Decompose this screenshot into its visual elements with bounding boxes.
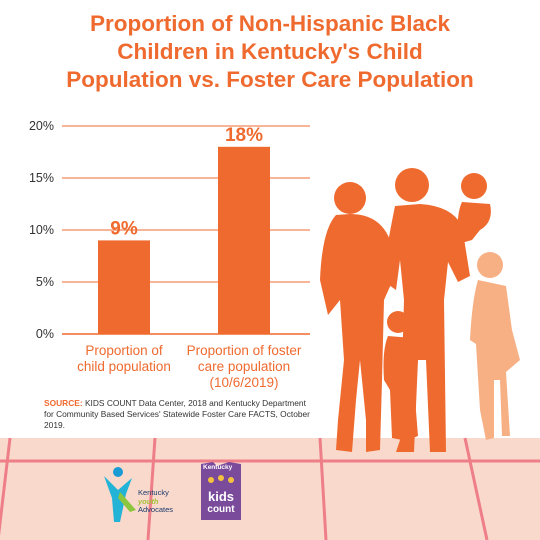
x-category-label: Proportion of bbox=[85, 343, 163, 358]
kc-state-text: Kentucky bbox=[203, 464, 233, 471]
x-category-label: care population bbox=[198, 359, 290, 374]
bar bbox=[218, 146, 270, 334]
kc-kids-text: kids bbox=[207, 489, 234, 504]
title-line-2: Children in Kentucky's Child bbox=[117, 39, 423, 64]
source-note: SOURCE: KIDS COUNT Data Center, 2018 and… bbox=[44, 398, 314, 431]
y-tick-label: 10% bbox=[29, 223, 54, 237]
kya-line-1: Kentucky bbox=[138, 488, 169, 497]
title-line-1: Proportion of Non-Hispanic Black bbox=[89, 11, 451, 36]
kentucky-kids-count-logo: Kentucky kids count bbox=[199, 460, 243, 524]
bar-data-label: 18% bbox=[225, 125, 263, 146]
y-tick-label: 5% bbox=[36, 275, 54, 289]
bar-data-label: 9% bbox=[110, 218, 138, 239]
x-category-label: child population bbox=[77, 359, 171, 374]
kya-head-icon bbox=[113, 467, 123, 477]
kc-count-text: count bbox=[207, 504, 235, 515]
source-text: KIDS COUNT Data Center, 2018 and Kentuck… bbox=[44, 398, 310, 430]
kya-figure-icon bbox=[104, 476, 132, 522]
kya-line-2: youth bbox=[138, 496, 159, 506]
kc-badge-shape bbox=[201, 462, 241, 520]
title-line-3: Population vs. Foster Care Population bbox=[66, 67, 474, 92]
bar bbox=[98, 240, 150, 334]
y-tick-label: 0% bbox=[36, 327, 54, 341]
kya-line-3: Advocates bbox=[138, 505, 174, 514]
kentucky-youth-advocates-logo bbox=[104, 467, 136, 522]
x-category-label: Proportion of foster bbox=[187, 343, 302, 358]
y-tick-label: 20% bbox=[29, 119, 54, 133]
y-tick-label: 15% bbox=[29, 171, 54, 185]
kya-logo-text: Kentucky youth Advocates bbox=[138, 488, 174, 515]
kya-leg-icon bbox=[118, 492, 136, 512]
x-category-label: (10/6/2019) bbox=[209, 375, 278, 390]
source-label: SOURCE: bbox=[44, 398, 83, 408]
chart-title: Proportion of Non-Hispanic Black Childre… bbox=[20, 10, 520, 94]
